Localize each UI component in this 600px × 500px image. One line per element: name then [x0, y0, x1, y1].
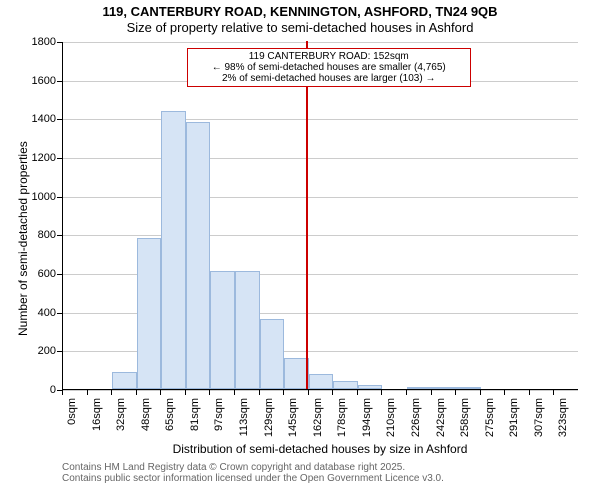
histogram-bar: [186, 122, 211, 389]
x-tick-label: 81sqm: [189, 398, 201, 431]
gridline: [63, 158, 578, 159]
x-tick-label: 16sqm: [91, 398, 103, 431]
y-tick-mark: [57, 197, 62, 198]
chart-footer: Contains HM Land Registry data © Crown c…: [62, 462, 444, 484]
property-size-chart: 119, CANTERBURY ROAD, KENNINGTON, ASHFOR…: [0, 0, 600, 500]
histogram-bar: [432, 387, 457, 389]
y-tick-mark: [57, 119, 62, 120]
annotation-line3: 2% of semi-detached houses are larger (1…: [192, 73, 466, 84]
y-tick-label: 1400: [22, 113, 56, 125]
x-tick-mark: [209, 390, 210, 395]
y-tick-mark: [57, 351, 62, 352]
x-axis-label: Distribution of semi-detached houses by …: [62, 442, 578, 456]
histogram-bar: [309, 374, 334, 389]
gridline: [63, 235, 578, 236]
x-tick-label: 162sqm: [312, 398, 324, 437]
annotation-box: 119 CANTERBURY ROAD: 152sqm← 98% of semi…: [187, 48, 471, 87]
x-tick-label: 65sqm: [164, 398, 176, 431]
histogram-bar: [161, 111, 186, 389]
y-tick-mark: [57, 274, 62, 275]
y-tick-label: 400: [22, 307, 56, 319]
x-tick-label: 226sqm: [410, 398, 422, 437]
x-tick-mark: [381, 390, 382, 395]
x-tick-label: 0sqm: [66, 398, 78, 425]
x-tick-mark: [136, 390, 137, 395]
x-tick-label: 145sqm: [287, 398, 299, 437]
x-tick-label: 32sqm: [115, 398, 127, 431]
x-tick-mark: [259, 390, 260, 395]
histogram-bar: [210, 271, 235, 389]
histogram-bar: [333, 381, 358, 389]
x-tick-mark: [431, 390, 432, 395]
x-tick-label: 194sqm: [361, 398, 373, 437]
histogram-bar: [137, 238, 162, 389]
x-tick-label: 97sqm: [213, 398, 225, 431]
y-tick-label: 800: [22, 229, 56, 241]
x-tick-mark: [308, 390, 309, 395]
x-tick-mark: [480, 390, 481, 395]
gridline: [63, 42, 578, 43]
x-tick-mark: [87, 390, 88, 395]
x-tick-mark: [332, 390, 333, 395]
footer-line1: Contains HM Land Registry data © Crown c…: [62, 462, 444, 473]
x-tick-label: 113sqm: [238, 398, 250, 436]
x-tick-label: 210sqm: [385, 398, 397, 437]
y-tick-mark: [57, 81, 62, 82]
x-tick-label: 48sqm: [140, 398, 152, 431]
histogram-bar: [456, 387, 481, 389]
x-tick-label: 291sqm: [508, 398, 520, 437]
y-tick-label: 1000: [22, 191, 56, 203]
x-tick-mark: [185, 390, 186, 395]
gridline: [63, 390, 578, 391]
y-tick-label: 1200: [22, 152, 56, 164]
histogram-bar: [112, 372, 137, 389]
x-tick-label: 178sqm: [336, 398, 348, 437]
chart-title-line2: Size of property relative to semi-detach…: [0, 20, 600, 35]
x-tick-mark: [357, 390, 358, 395]
x-tick-mark: [111, 390, 112, 395]
x-tick-mark: [234, 390, 235, 395]
y-tick-mark: [57, 158, 62, 159]
x-tick-label: 323sqm: [557, 398, 569, 437]
x-tick-mark: [160, 390, 161, 395]
histogram-bar: [260, 319, 285, 389]
x-tick-mark: [553, 390, 554, 395]
y-tick-mark: [57, 235, 62, 236]
y-tick-label: 1800: [22, 36, 56, 48]
footer-line2: Contains public sector information licen…: [62, 473, 444, 484]
y-tick-label: 600: [22, 268, 56, 280]
chart-title-line1: 119, CANTERBURY ROAD, KENNINGTON, ASHFOR…: [0, 4, 600, 19]
x-tick-mark: [283, 390, 284, 395]
y-tick-mark: [57, 313, 62, 314]
x-tick-mark: [504, 390, 505, 395]
marker-line: [306, 41, 308, 389]
x-tick-label: 275sqm: [484, 398, 496, 437]
y-tick-label: 1600: [22, 75, 56, 87]
histogram-bar: [407, 387, 432, 389]
x-tick-label: 242sqm: [435, 398, 447, 437]
histogram-bar: [235, 271, 260, 389]
x-tick-label: 307sqm: [533, 398, 545, 437]
annotation-line1: 119 CANTERBURY ROAD: 152sqm: [192, 51, 466, 62]
x-tick-mark: [406, 390, 407, 395]
y-tick-label: 0: [22, 384, 56, 396]
y-tick-mark: [57, 42, 62, 43]
x-tick-mark: [455, 390, 456, 395]
histogram-bar: [358, 385, 383, 389]
x-tick-mark: [62, 390, 63, 395]
annotation-line2: ← 98% of semi-detached houses are smalle…: [192, 62, 466, 73]
gridline: [63, 197, 578, 198]
x-tick-label: 258sqm: [459, 398, 471, 437]
y-tick-label: 200: [22, 345, 56, 357]
x-tick-mark: [529, 390, 530, 395]
x-tick-label: 129sqm: [263, 398, 275, 437]
plot-area: 119 CANTERBURY ROAD: 152sqm← 98% of semi…: [62, 42, 578, 390]
gridline: [63, 119, 578, 120]
